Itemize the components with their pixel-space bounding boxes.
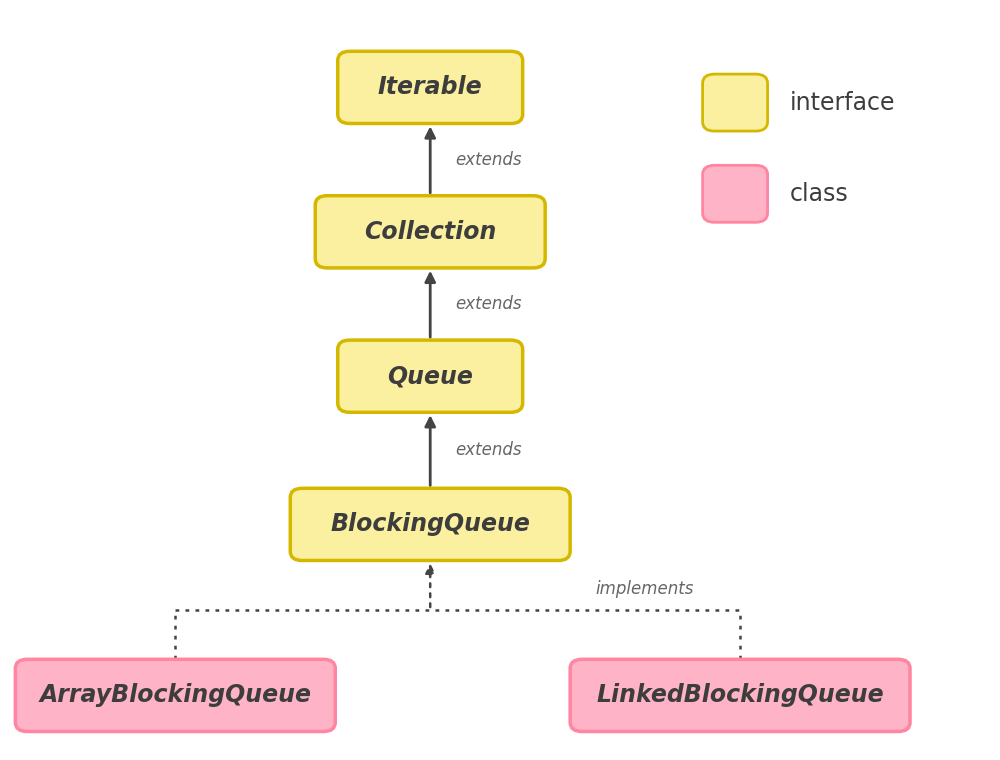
Text: extends: extends [455,150,522,169]
Text: BlockingQueue: BlockingQueue [330,512,530,537]
FancyBboxPatch shape [703,166,768,222]
Text: extends: extends [455,295,522,313]
Text: Collection: Collection [364,220,496,244]
Text: implements: implements [595,580,694,598]
FancyBboxPatch shape [338,340,523,412]
FancyBboxPatch shape [290,488,570,561]
FancyBboxPatch shape [570,659,910,731]
FancyBboxPatch shape [338,52,523,123]
FancyBboxPatch shape [15,659,335,731]
Text: extends: extends [455,442,522,459]
Text: Queue: Queue [387,364,473,388]
FancyBboxPatch shape [315,196,545,268]
Text: interface: interface [790,90,895,115]
Text: LinkedBlockingQueue: LinkedBlockingQueue [596,683,884,708]
FancyBboxPatch shape [703,74,768,131]
Text: Iterable: Iterable [378,75,483,100]
Text: ArrayBlockingQueue: ArrayBlockingQueue [39,683,311,708]
Text: class: class [790,182,848,206]
